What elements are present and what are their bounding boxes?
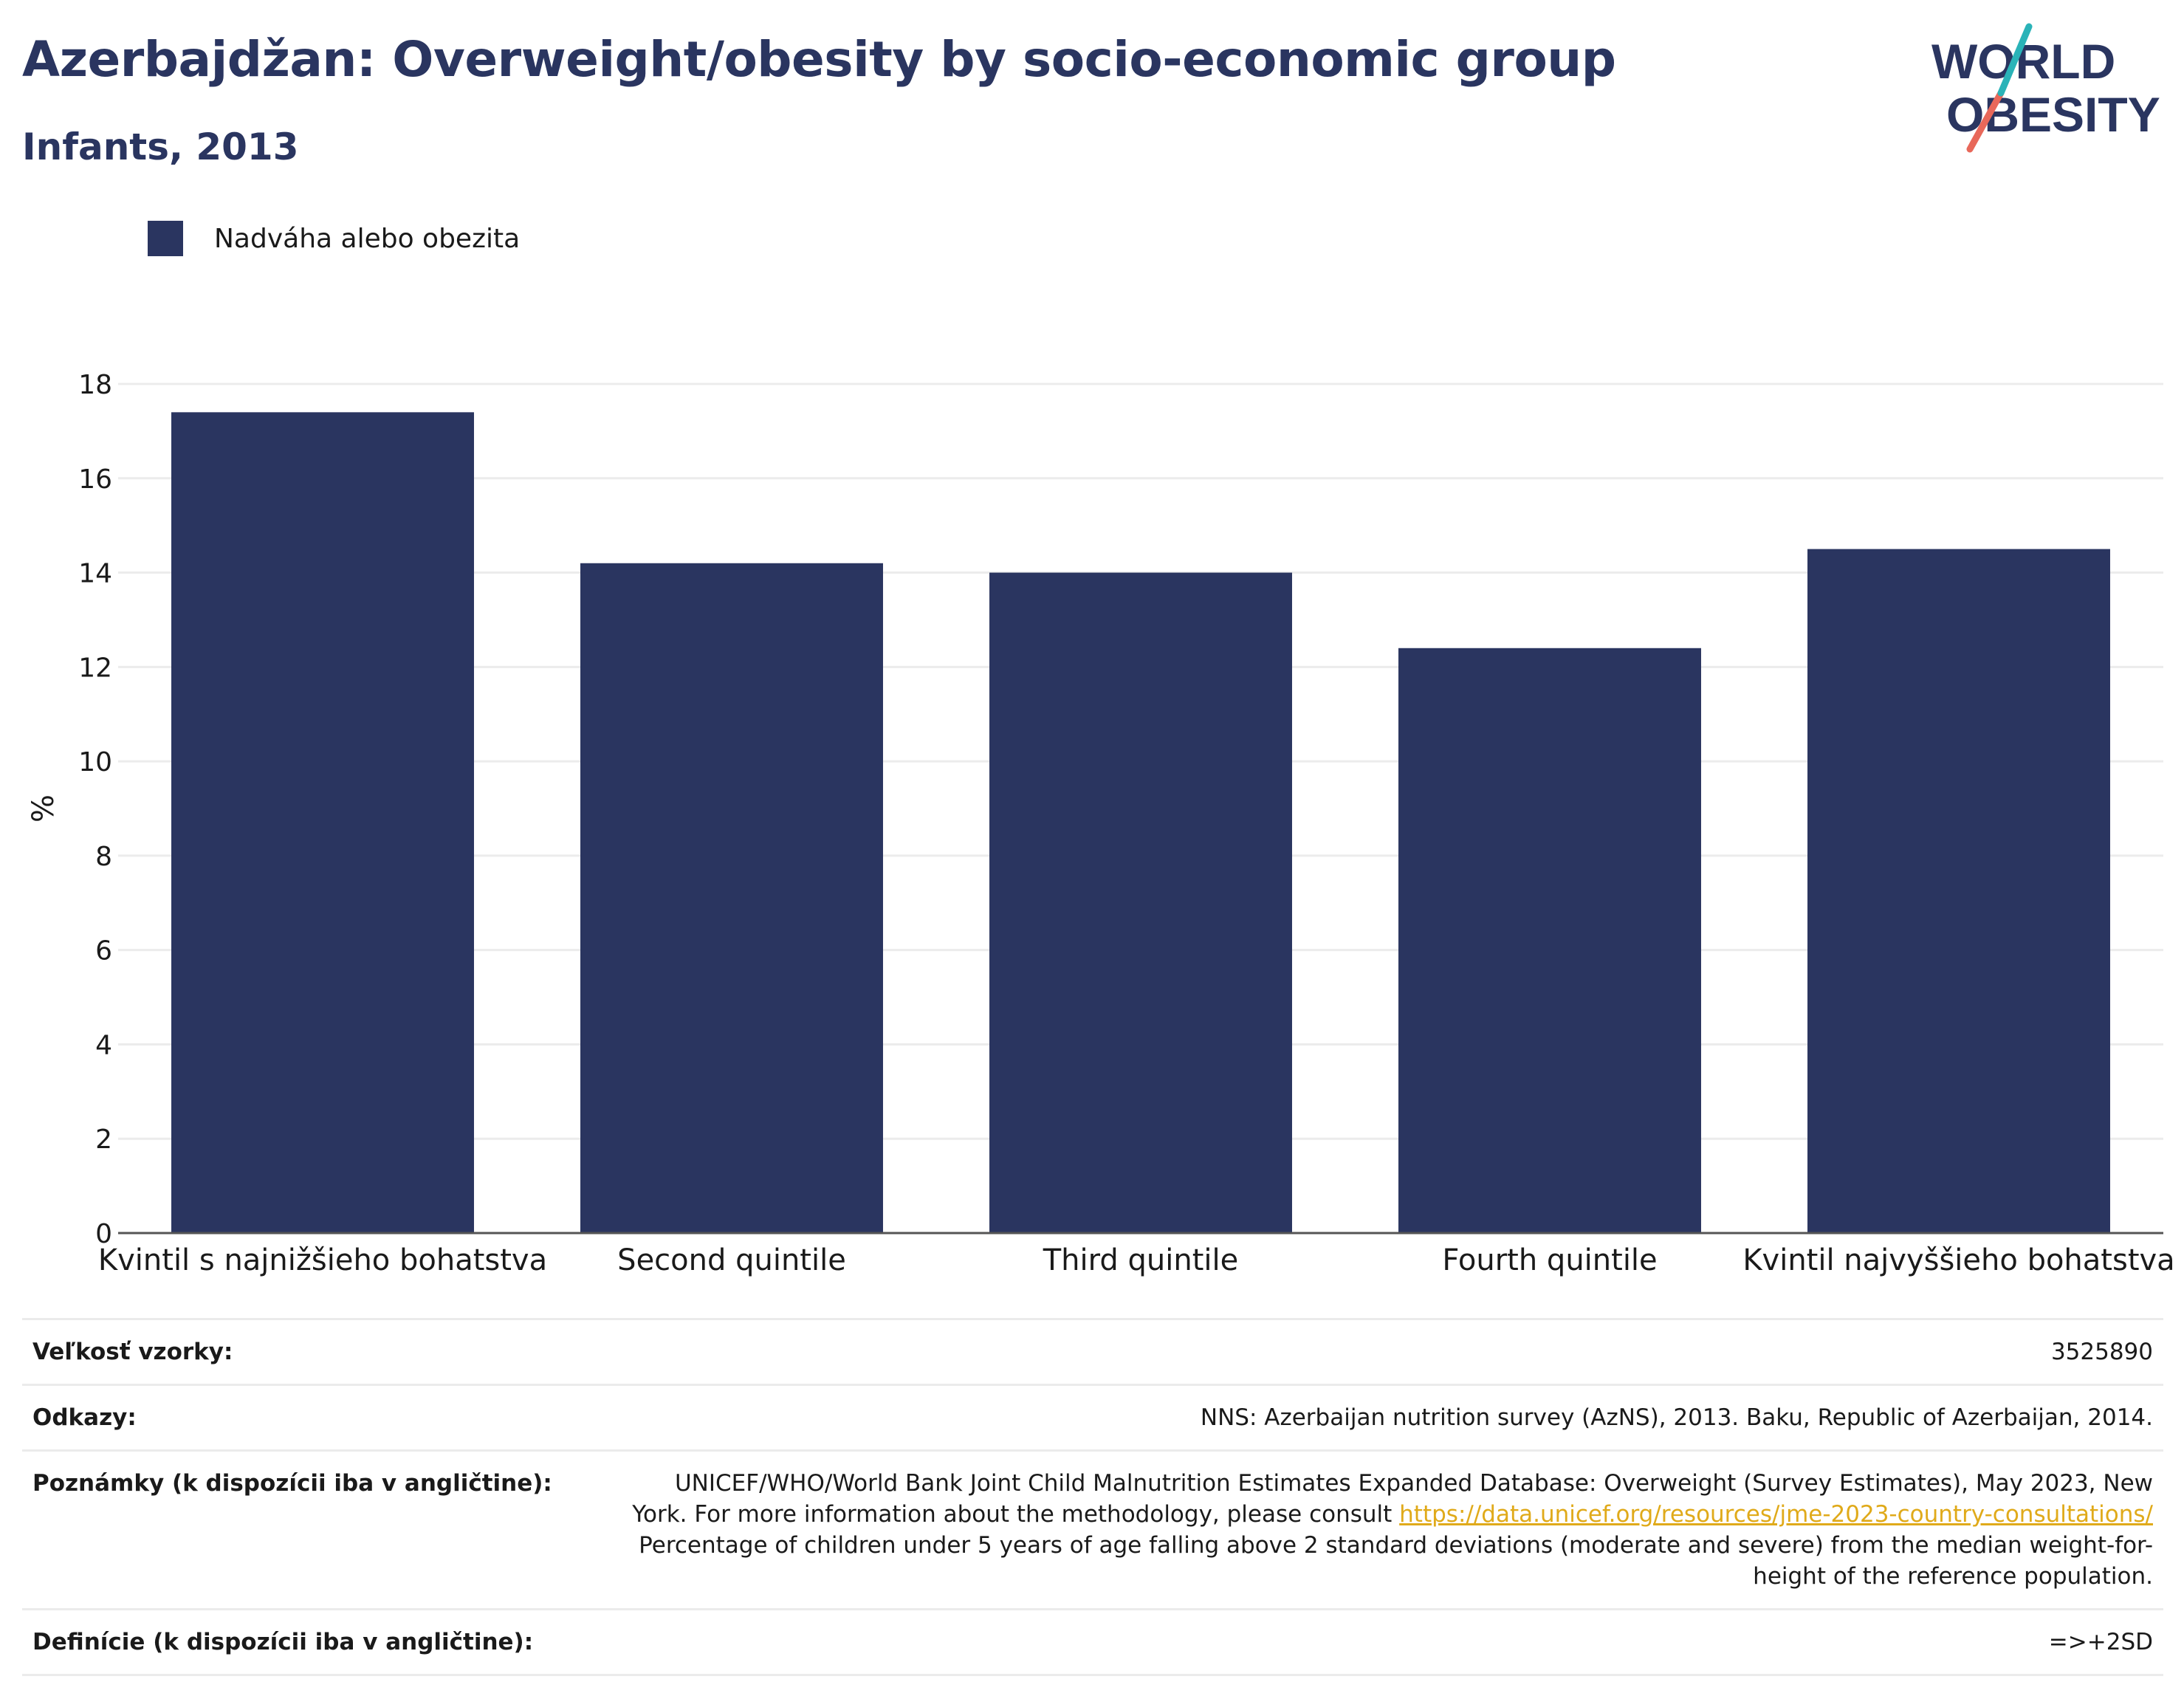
bar-chart: 0 2 4 6 8 10 12 14 16 18% Kvintil s najnižšieho bo… xyxy=(27,370,2175,1277)
y-tick-label: 0 xyxy=(95,1219,112,1249)
notes-value: UNICEF/WHO/World Bank Joint Child Malnut… xyxy=(619,1450,2163,1610)
legend-label: Nadváha alebo obezita xyxy=(214,223,521,254)
x-tick-label: Third quintile xyxy=(1043,1243,1238,1277)
notes-line-3: Percentage of children under 5 years of … xyxy=(639,1532,2153,1559)
y-axis-label: % xyxy=(27,794,61,823)
x-tick-label: Fourth quintile xyxy=(1442,1243,1657,1277)
notes-label: Poznámky (k dispozícii iba v angličtine)… xyxy=(22,1450,619,1610)
chart-title: Azerbajdžan: Overweight/obesity by socio… xyxy=(22,31,1616,88)
y-tick-label: 10 xyxy=(78,747,112,777)
bar xyxy=(1807,549,2110,1233)
x-tick-label: Second quintile xyxy=(617,1243,846,1277)
definitions-row: Definície (k dispozícii iba v angličtine… xyxy=(22,1609,2163,1676)
bar xyxy=(1398,648,1701,1233)
notes-line-2-text: York. For more information about the met… xyxy=(632,1501,1400,1528)
x-tick-label: Kvintil s najnižšieho bohatstva xyxy=(98,1243,547,1277)
bar xyxy=(171,412,474,1234)
y-tick-label: 16 xyxy=(78,464,112,495)
world-obesity-logo: WORLD OBESITY xyxy=(1931,23,2160,153)
y-tick-label: 4 xyxy=(95,1030,112,1060)
chart-legend: Nadváha alebo obezita xyxy=(148,220,520,257)
definitions-value: =>+2SD xyxy=(619,1609,2163,1676)
notes-line-2: York. For more information about the met… xyxy=(629,1499,2153,1530)
y-tick-label: 2 xyxy=(95,1125,112,1155)
definitions-label: Definície (k dispozícii iba v angličtine… xyxy=(22,1609,619,1676)
references-value: NNS: Azerbaijan nutrition survey (AzNS),… xyxy=(619,1384,2163,1452)
sample-size-value: 3525890 xyxy=(619,1318,2163,1386)
sample-size-row: Veľkosť vzorky: 3525890 xyxy=(22,1318,2163,1386)
legend-swatch xyxy=(148,221,183,256)
chart-subtitle: Infants, 2013 xyxy=(22,126,299,168)
references-label: Odkazy: xyxy=(22,1384,619,1452)
y-tick-label: 8 xyxy=(95,842,112,872)
y-tick-label: 18 xyxy=(78,370,112,400)
methodology-link[interactable]: https://data.unicef.org/resources/jme-20… xyxy=(1399,1501,2153,1528)
y-tick-label: 6 xyxy=(95,936,112,967)
y-tick-label: 12 xyxy=(78,653,112,683)
notes-line-4: height of the reference population. xyxy=(1753,1563,2153,1590)
bar xyxy=(989,572,1292,1233)
notes-row: Poznámky (k dispozícii iba v angličtine)… xyxy=(22,1450,2163,1610)
info-table: Veľkosť vzorky: 3525890 Odkazy: NNS: Aze… xyxy=(22,1318,2163,1676)
y-tick-label: 14 xyxy=(78,559,112,589)
x-tick-label: Kvintil najvyššieho bohatstva xyxy=(1742,1243,2174,1277)
sample-size-label: Veľkosť vzorky: xyxy=(22,1318,619,1386)
references-row: Odkazy: NNS: Azerbaijan nutrition survey… xyxy=(22,1384,2163,1452)
notes-line-1: UNICEF/WHO/World Bank Joint Child Malnut… xyxy=(674,1470,2153,1497)
bar xyxy=(580,563,883,1233)
